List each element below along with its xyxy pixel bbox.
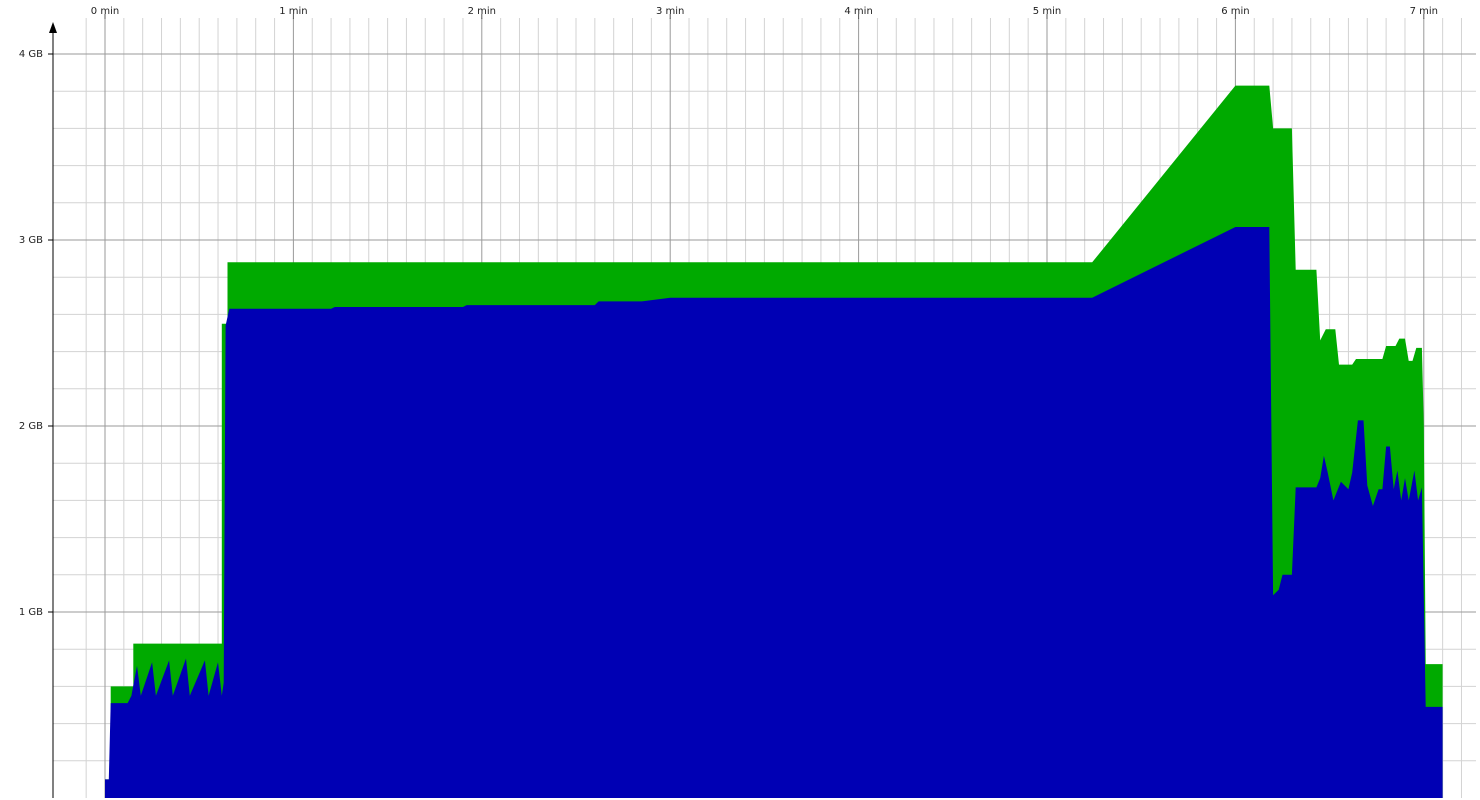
x-tick-label: 0 min xyxy=(91,6,119,17)
x-tick-label: 2 min xyxy=(468,6,496,17)
x-tick-label: 6 min xyxy=(1221,6,1249,17)
series-areas xyxy=(105,85,1443,799)
x-tick-label: 7 min xyxy=(1410,6,1438,17)
tick-labels: 0 min 1 min 2 min 3 min 4 min 5 min 6 min 7 min… xyxy=(19,6,1438,618)
y-axis-arrow-icon xyxy=(49,22,57,33)
x-tick-label: 5 min xyxy=(1033,6,1061,17)
y-tick-label: 1 GB xyxy=(19,607,43,618)
series-area-2 xyxy=(105,227,1443,798)
y-tick-label: 4 GB xyxy=(19,49,43,60)
x-tick-label: 4 min xyxy=(844,6,872,17)
y-tick-label: 3 GB xyxy=(19,235,43,246)
axes xyxy=(49,22,57,798)
x-tick-label: 1 min xyxy=(279,6,307,17)
y-tick-label: 2 GB xyxy=(19,421,43,432)
x-tick-label: 3 min xyxy=(656,6,684,17)
